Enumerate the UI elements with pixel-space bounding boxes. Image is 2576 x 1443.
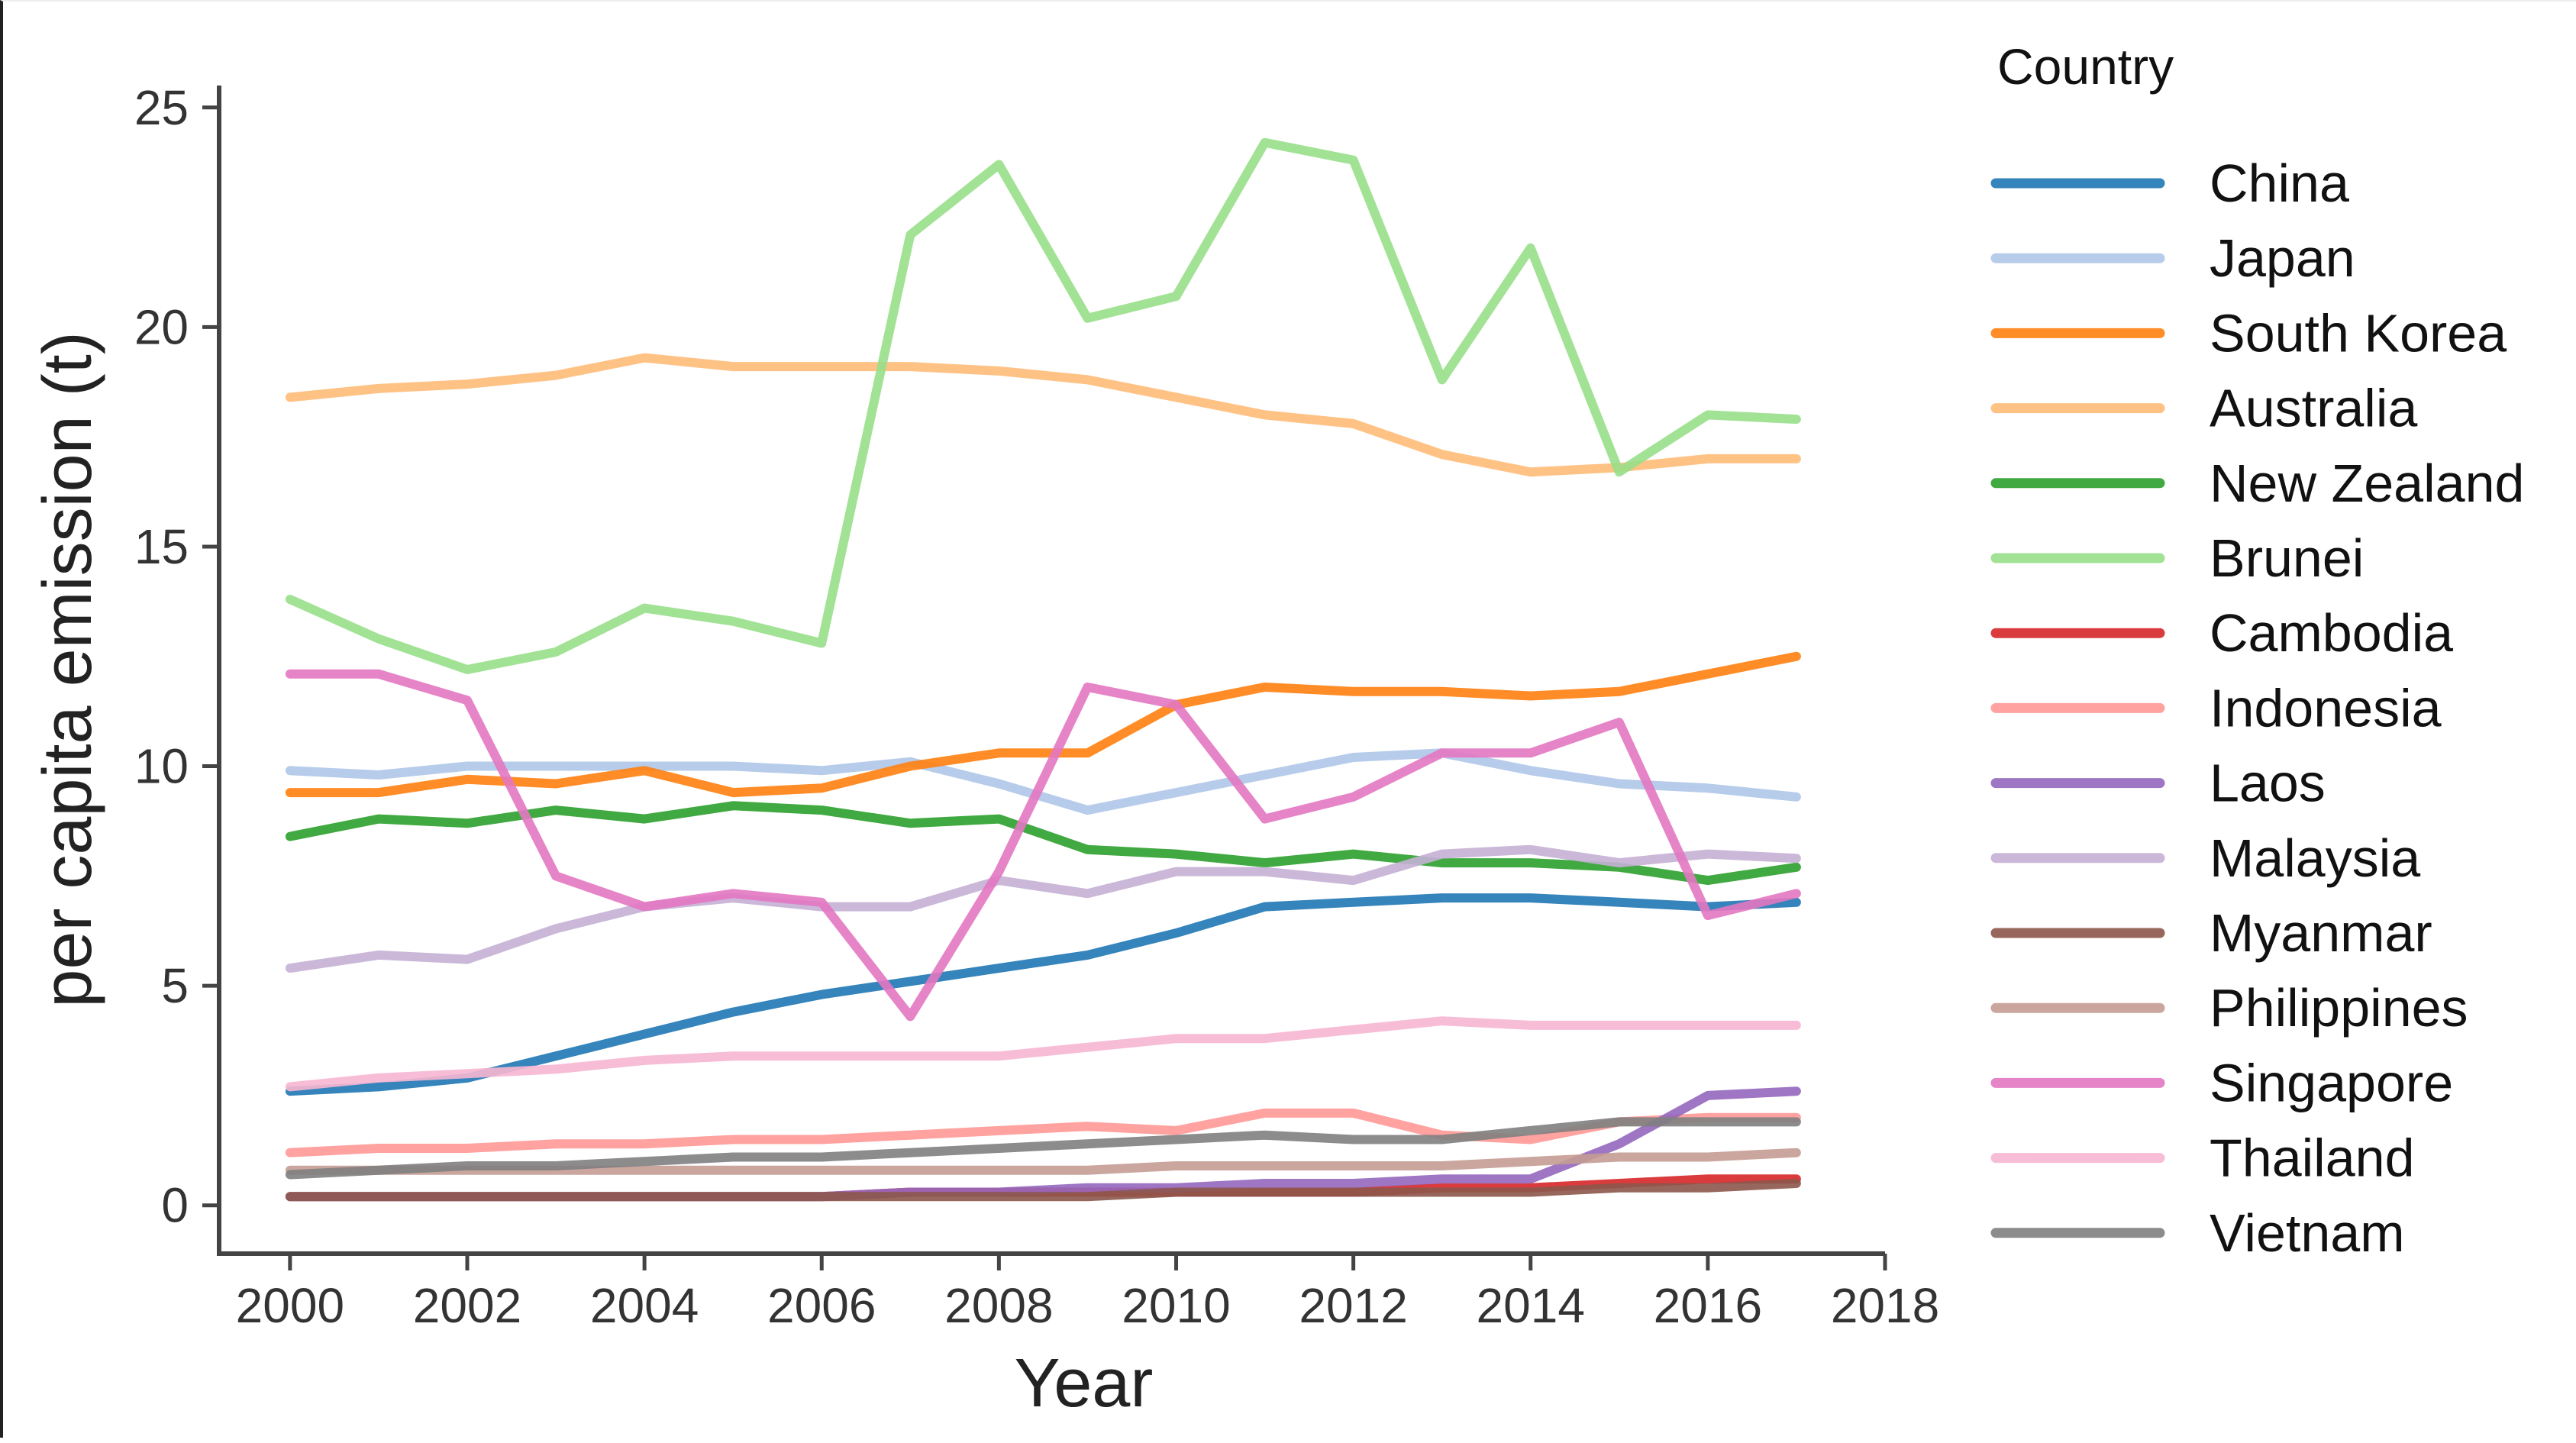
x-tick-label-2000: 2000	[236, 1278, 344, 1333]
series-line-new-zealand	[285, 801, 1801, 886]
y-tick-label-15: 15	[134, 519, 189, 574]
series-line-myanmar	[285, 1179, 1801, 1202]
x-tick-label-2012: 2012	[1299, 1278, 1407, 1333]
x-tick-label-2010: 2010	[1122, 1278, 1230, 1333]
legend-item-malaysia: Malaysia	[1990, 828, 2420, 888]
legend: Country China Japan South Korea Australia Ne…	[1990, 38, 2524, 1263]
legend-title: Country	[1997, 38, 2174, 95]
legend-label-cambodia: Cambodia	[2210, 603, 2453, 663]
legend-label-philippines: Philippines	[2210, 978, 2468, 1038]
legend-label-china: China	[2210, 153, 2349, 213]
legend-item-singapore: Singapore	[1990, 1053, 2453, 1112]
legend-label-singapore: Singapore	[2210, 1053, 2453, 1112]
legend-label-australia: Australia	[2210, 379, 2417, 438]
legend-item-vietnam: Vietnam	[1990, 1203, 2405, 1263]
y-tick-label-20: 20	[134, 299, 189, 354]
series-line-indonesia	[285, 1108, 1801, 1157]
x-tick-label-2016: 2016	[1654, 1278, 1762, 1333]
series-line-singapore	[285, 669, 1801, 1022]
legend-label-indonesia: Indonesia	[2210, 678, 2442, 738]
legend-label-vietnam: Vietnam	[2210, 1203, 2405, 1263]
legend-item-south-korea: South Korea	[1990, 303, 2507, 363]
legend-label-thailand: Thailand	[2210, 1128, 2415, 1188]
y-tick-label-10: 10	[134, 739, 189, 794]
plot-lines	[285, 137, 1801, 1202]
x-tick-label-2006: 2006	[767, 1278, 876, 1333]
legend-item-thailand: Thailand	[1990, 1128, 2415, 1188]
y-tick-label-25: 25	[134, 80, 189, 135]
series-line-china	[285, 893, 1801, 1096]
series-line-australia	[285, 353, 1801, 477]
x-axis-ticks: 2000 2002 2004 2006 2008 2010 2012 2014 2016 2018	[236, 1254, 1939, 1333]
legend-item-philippines: Philippines	[1990, 978, 2468, 1038]
legend-item-myanmar: Myanmar	[1990, 903, 2432, 963]
axes: 2000 2002 2004 2006 2008 2010 2012 2014 2016 2018…	[30, 80, 1939, 1422]
legend-label-brunei: Brunei	[2210, 528, 2364, 588]
series-line-brunei	[285, 137, 1801, 674]
x-axis-title: Year	[1014, 1345, 1153, 1422]
x-tick-label-2014: 2014	[1477, 1278, 1585, 1333]
y-axis-ticks: 0 5 10 15 20 25	[134, 80, 219, 1233]
y-tick-label-5: 5	[161, 958, 189, 1013]
legend-item-japan: Japan	[1990, 228, 2355, 288]
legend-item-brunei: Brunei	[1990, 528, 2364, 588]
legend-label-myanmar: Myanmar	[2210, 903, 2432, 963]
legend-item-indonesia: Indonesia	[1990, 678, 2442, 738]
legend-item-laos: Laos	[1990, 754, 2326, 813]
y-tick-label-0: 0	[161, 1178, 189, 1233]
x-tick-label-2004: 2004	[590, 1278, 699, 1333]
legend-label-malaysia: Malaysia	[2210, 828, 2420, 888]
line-chart: 2000 2002 2004 2006 2008 2010 2012 2014 2016 2018…	[30, 38, 2524, 1422]
series-line-japan	[285, 748, 1801, 815]
x-tick-label-2002: 2002	[413, 1278, 521, 1333]
series-line-vietnam	[285, 1117, 1801, 1180]
legend-label-new-zealand: New Zealand	[2210, 454, 2524, 513]
legend-item-new-zealand: New Zealand	[1990, 454, 2524, 513]
legend-item-china: China	[1990, 153, 2349, 213]
legend-label-laos: Laos	[2210, 754, 2326, 813]
y-axis-title: per capita emission (t)	[30, 331, 106, 1007]
x-tick-label-2008: 2008	[944, 1278, 1053, 1333]
series-line-thailand	[285, 1016, 1801, 1092]
x-tick-label-2018: 2018	[1831, 1278, 1939, 1333]
legend-label-south-korea: South Korea	[2210, 303, 2507, 363]
legend-label-japan: Japan	[2210, 228, 2355, 288]
series-line-south-korea	[285, 651, 1801, 798]
series-line-malaysia	[285, 844, 1801, 973]
legend-item-australia: Australia	[1990, 379, 2417, 438]
legend-items: China Japan South Korea Australia New Zealan…	[1990, 153, 2524, 1263]
legend-item-cambodia: Cambodia	[1990, 603, 2453, 663]
